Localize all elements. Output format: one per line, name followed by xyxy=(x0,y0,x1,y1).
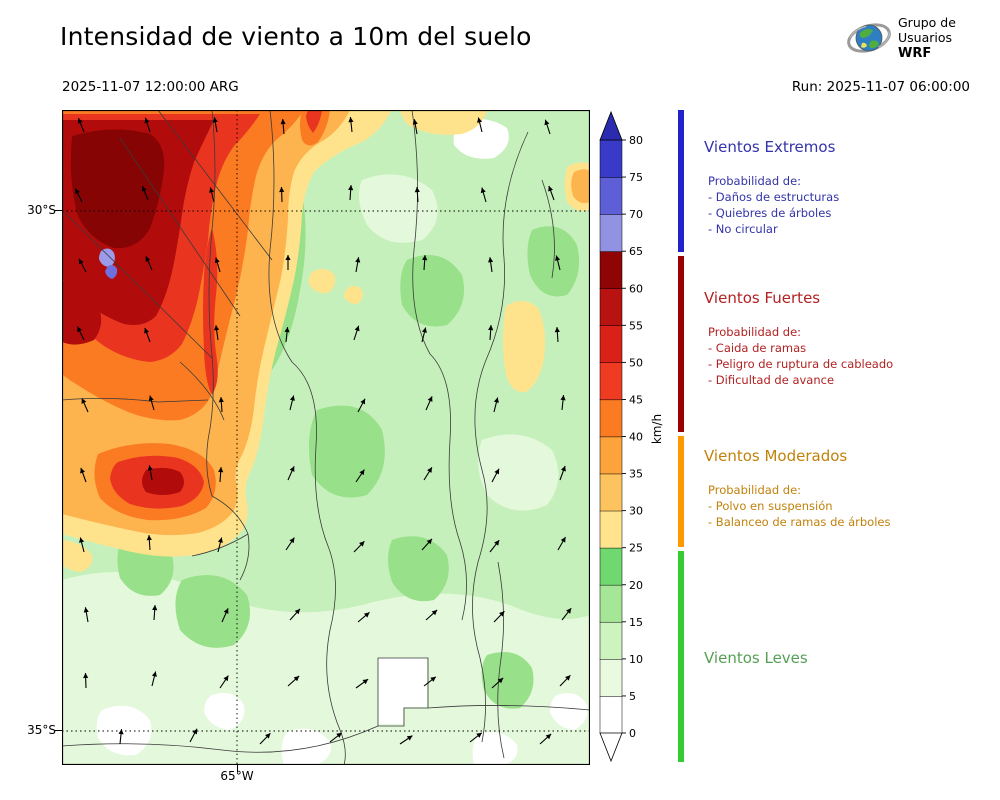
wind-speed-field xyxy=(62,110,590,765)
svg-text:0: 0 xyxy=(629,727,636,740)
globe-icon xyxy=(846,15,892,61)
lon-tickmark-65w xyxy=(237,765,238,772)
svg-text:15: 15 xyxy=(629,616,643,629)
svg-text:5: 5 xyxy=(629,690,636,703)
legend-section-moderados: Vientos Moderados Probabilidad de: - Pol… xyxy=(704,447,996,530)
svg-text:30: 30 xyxy=(629,505,643,518)
logo-line-1: Grupo de xyxy=(898,15,956,30)
legend-prob-header: Probabilidad de: xyxy=(704,482,996,498)
legend-title-moderados: Vientos Moderados xyxy=(704,447,996,465)
legend-section-fuertes: Vientos Fuertes Probabilidad de: - Caida… xyxy=(704,289,996,388)
legend-item: - Peligro de ruptura de cableado xyxy=(704,356,996,372)
legend-item: - Dificultad de avance xyxy=(704,372,996,388)
legend-title-fuertes: Vientos Fuertes xyxy=(704,289,996,307)
legend-item: - Balanceo de ramas de árboles xyxy=(704,514,996,530)
weather-chart-page: Intensidad de viento a 10m del suelo 202… xyxy=(0,0,1000,800)
svg-text:25: 25 xyxy=(629,542,643,555)
wrf-logo: Grupo de Usuarios WRF xyxy=(846,12,996,64)
page-title: Intensidad de viento a 10m del suelo xyxy=(60,22,532,51)
lat-tickmark-30s xyxy=(55,210,62,211)
logo-line-2: Usuarios xyxy=(898,30,956,45)
legend-section-extremos: Vientos Extremos Probabilidad de: - Daño… xyxy=(704,138,996,237)
legend-bar-leves xyxy=(678,551,684,762)
legend-title-extremos: Vientos Extremos xyxy=(704,138,996,156)
legend-prob-header: Probabilidad de: xyxy=(704,173,996,189)
svg-text:10: 10 xyxy=(629,653,643,666)
svg-text:20: 20 xyxy=(629,579,643,592)
colorbar-unit-label: km/h xyxy=(650,404,668,454)
legend-prob-header: Probabilidad de: xyxy=(704,324,996,340)
svg-text:45: 45 xyxy=(629,393,643,406)
valid-datetime: 2025-11-07 12:00:00 ARG xyxy=(62,79,239,95)
logo-line-3: WRF xyxy=(898,46,931,61)
legend-item: - Daños de estructuras xyxy=(704,189,996,205)
svg-text:75: 75 xyxy=(629,171,643,184)
legend-item: - Quiebres de árboles xyxy=(704,205,996,221)
svg-text:80: 80 xyxy=(629,134,643,147)
svg-text:35: 35 xyxy=(629,468,643,481)
svg-text:55: 55 xyxy=(629,319,643,332)
legend-section-leves: Vientos Leves xyxy=(704,649,996,684)
legend-item: - No circular xyxy=(704,221,996,237)
legend-title-leves: Vientos Leves xyxy=(704,649,996,667)
legend-item: - Polvo en suspensión xyxy=(704,498,996,514)
lat-tickmark-35s xyxy=(55,730,62,731)
svg-text:65: 65 xyxy=(629,245,643,258)
logo-text: Grupo de Usuarios WRF xyxy=(898,15,956,61)
wind-intensity-map xyxy=(62,110,590,765)
svg-text:60: 60 xyxy=(629,282,643,295)
run-datetime: Run: 2025-11-07 06:00:00 xyxy=(792,79,970,95)
svg-text:70: 70 xyxy=(629,208,643,221)
svg-text:40: 40 xyxy=(629,431,643,444)
lat-tick-35s: 35°S xyxy=(18,723,56,737)
svg-text:50: 50 xyxy=(629,356,643,369)
legend-bar-fuertes xyxy=(678,256,684,432)
legend-bar-extremos xyxy=(678,110,684,252)
lat-tick-30s: 30°S xyxy=(18,203,56,217)
legend-item: - Caida de ramas xyxy=(704,340,996,356)
legend-bar-moderados xyxy=(678,436,684,547)
